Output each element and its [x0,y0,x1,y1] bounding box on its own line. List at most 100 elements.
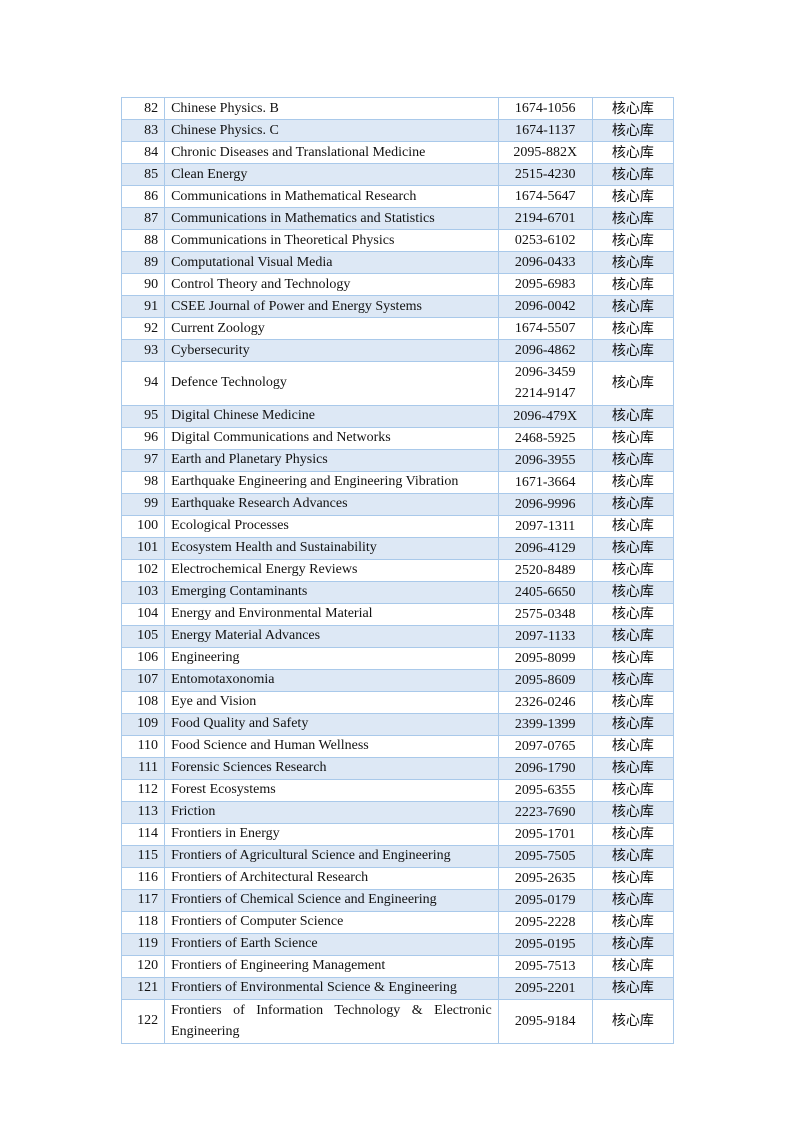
row-number-cell: 96 [120,426,166,450]
journal-title-cell: Friction [164,800,499,824]
issn-value: 2096-0042 [514,299,576,314]
journal-title-cell: Food Quality and Safety [164,712,499,736]
table-row: 85 Clean Energy 2515-4230 核心库 [120,163,675,186]
table-row: 92 Current Zoology 1674-5507 核心库 [120,317,675,340]
journal-title-cell: Frontiers of Agricultural Science and En… [164,844,499,868]
row-number-cell: 119 [120,932,166,956]
row-number-cell: 86 [120,185,166,208]
library-cell: 核心库 [591,317,675,340]
library-cell: 核心库 [591,229,675,252]
journal-title-cell: Forensic Sciences Research [164,756,499,780]
row-number-cell: 104 [120,602,166,626]
library-cell: 核心库 [591,800,675,824]
journal-title-cell: Chinese Physics. C [164,119,499,142]
row-number-cell: 84 [120,141,166,164]
issn-cell: 1674-5647 [497,185,593,208]
library-cell: 核心库 [591,536,675,560]
journal-title-cell: Emerging Contaminants [164,580,499,604]
table-row: 94 Defence Technology 2096-3459 2214-9147 核心… [120,361,675,406]
issn-cell: 2095-8099 [497,646,593,670]
table-row: 120 Frontiers of Engineering Management 20… [120,954,675,978]
table-row: 88 Communications in Theoretical Physics 0… [120,229,675,252]
row-number-cell: 101 [120,536,166,560]
journal-title-cell: Computational Visual Media [164,251,499,274]
issn-cell: 1674-1137 [497,119,593,142]
table-row: 84 Chronic Diseases and Translational Med… [120,141,675,164]
library-cell: 核心库 [591,734,675,758]
row-number-cell: 82 [120,97,166,120]
journal-title-cell: Clean Energy [164,163,499,186]
issn-cell: 2575-0348 [497,602,593,626]
row-number-cell: 100 [120,514,166,538]
table-row: 99 Earthquake Research Advances 2096-9996 核… [120,492,675,516]
issn-cell: 1671-3664 [497,470,593,494]
library-cell: 核心库 [591,361,675,406]
journal-title-cell: Frontiers of Earth Science [164,932,499,956]
row-number-cell: 88 [120,229,166,252]
issn-cell: 1674-5507 [497,317,593,340]
row-number-cell: 112 [120,778,166,802]
row-number-cell: 87 [120,207,166,230]
row-number-cell: 118 [120,910,166,934]
journal-title-cell: Forest Ecosystems [164,778,499,802]
row-number-cell: 121 [120,976,166,1000]
issn-cell: 2095-1701 [497,822,593,846]
issn-cell: 2095-6355 [497,778,593,802]
table-row: 116 Frontiers of Architectural Research 20… [120,866,675,890]
journal-title-cell: Energy Material Advances [164,624,499,648]
issn-value: 2097-0765 [514,738,576,754]
row-number-cell: 117 [120,888,166,912]
row-number-cell: 93 [120,339,166,362]
table-row: 122 Frontiers of Information Technology &… [120,998,675,1044]
issn-cell: 2096-4129 [497,536,593,560]
issn-value: 2097-1133 [515,628,576,644]
row-number-cell: 115 [120,844,166,868]
issn-cell: 2096-3459 2214-9147 [497,361,593,406]
journal-title-cell: Communications in Theoretical Physics [164,229,499,252]
issn-value: 2096-9996 [514,496,576,512]
row-number-cell: 90 [120,273,166,296]
table-row: 106 Engineering 2095-8099 核心库 [120,646,675,670]
issn-value: 2399-1399 [514,716,576,732]
issn-cell: 2096-479X [497,404,593,428]
issn-cell: 2194-6701 [497,207,593,230]
library-cell: 核心库 [591,712,675,736]
library-cell: 核心库 [591,514,675,538]
issn-cell: 2095-8609 [497,668,593,692]
issn-value: 2095-7513 [514,958,576,974]
issn-cell: 2095-2228 [497,910,593,934]
issn-value: 2468-5925 [514,430,576,446]
journal-title-cell: Food Science and Human Wellness [164,734,499,758]
issn-cell: 2097-1133 [497,624,593,648]
row-number-cell: 108 [120,690,166,714]
journal-title-cell: Cybersecurity [164,339,499,362]
journal-title-cell: Electrochemical Energy Reviews [164,558,499,582]
row-number-cell: 98 [120,470,166,494]
table-row: 82 Chinese Physics. B 1674-1056 核心库 [120,97,675,120]
library-cell: 核心库 [591,141,675,164]
issn-value: 1671-3664 [514,474,576,490]
journal-title-cell: Frontiers of Engineering Management [164,954,499,978]
journal-title-cell: Engineering [164,646,499,670]
journal-title-cell: Digital Communications and Networks [164,426,499,450]
issn-value: 2095-1701 [514,826,576,842]
issn-value: 1674-1137 [515,123,576,138]
issn-value: 2095-6355 [514,782,576,798]
table-row: 97 Earth and Planetary Physics 2096-3955 核心… [120,448,675,472]
library-cell: 核心库 [591,756,675,780]
journal-title-cell: Frontiers of Architectural Research [164,866,499,890]
table-row: 104 Energy and Environmental Material 2575… [120,602,675,626]
table-row: 114 Frontiers in Energy 2095-1701 核心库 [120,822,675,846]
issn-cell: 2515-4230 [497,163,593,186]
row-number-cell: 103 [120,580,166,604]
row-number-cell: 116 [120,866,166,890]
issn-value: 2575-0348 [514,606,576,622]
table-row: 119 Frontiers of Earth Science 2095-0195 核心… [120,932,675,956]
table-row: 91 CSEE Journal of Power and Energy Syste… [120,295,675,318]
issn-cell: 2097-1311 [497,514,593,538]
row-number-cell: 85 [120,163,166,186]
row-number-cell: 109 [120,712,166,736]
library-cell: 核心库 [591,844,675,868]
library-cell: 核心库 [591,602,675,626]
journal-table: 82 Chinese Physics. B 1674-1056 核心库 83 Chines… [120,97,675,1044]
